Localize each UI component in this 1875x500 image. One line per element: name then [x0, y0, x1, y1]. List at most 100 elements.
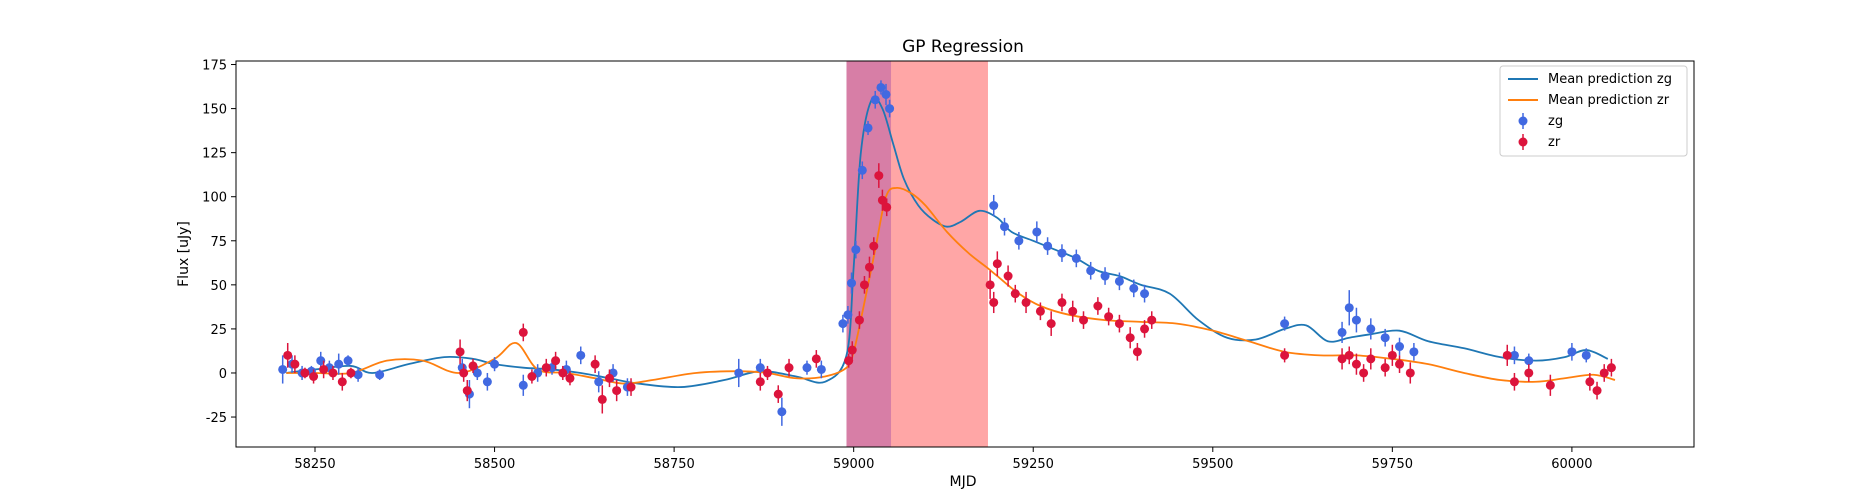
legend-label-zg-mean: Mean prediction zg — [1548, 72, 1672, 87]
x-tick-label: 58250 — [294, 457, 335, 472]
x-tick-label: 59250 — [1013, 457, 1054, 472]
data-point-zr — [1359, 368, 1369, 378]
data-point-zg — [1337, 327, 1347, 337]
data-point-zr — [518, 327, 528, 337]
data-point-zg — [1129, 283, 1139, 293]
data-point-zr — [1021, 297, 1031, 307]
data-point-zr — [300, 368, 310, 378]
data-point-zg — [1100, 271, 1110, 281]
data-point-zr — [1280, 350, 1290, 360]
data-point-zr — [992, 259, 1002, 269]
data-point-zg — [881, 89, 891, 99]
data-point-zr — [773, 389, 783, 399]
legend-label-zg: zg — [1548, 114, 1563, 129]
data-point-zr — [1132, 347, 1142, 357]
y-tick-label: 125 — [202, 147, 227, 162]
data-point-zr — [1046, 319, 1056, 329]
data-point-zg — [353, 370, 363, 380]
data-point-zg — [1000, 222, 1010, 232]
data-point-zr — [1599, 368, 1609, 378]
data-point-zg — [857, 165, 867, 175]
data-point-zg — [734, 368, 744, 378]
data-point-zr — [847, 345, 857, 355]
data-point-zr — [1125, 333, 1135, 343]
data-point-zr — [612, 386, 622, 396]
chart-title: GP Regression — [902, 37, 1024, 57]
data-point-zr — [1035, 306, 1045, 316]
x-tick-label: 59750 — [1372, 457, 1413, 472]
data-point-zg — [518, 380, 528, 390]
data-point-zr — [1147, 315, 1157, 325]
y-tick-label: 50 — [210, 279, 227, 294]
data-point-zg — [1086, 266, 1096, 276]
data-point-zg — [472, 368, 482, 378]
y-axis-label: Flux [uJy] — [176, 221, 192, 287]
data-point-zr — [551, 356, 561, 366]
data-point-zr — [604, 373, 614, 383]
data-point-zg — [1581, 350, 1591, 360]
x-tick-label: 59500 — [1192, 457, 1233, 472]
data-point-zr — [1010, 289, 1020, 299]
data-point-zr — [1093, 301, 1103, 311]
legend-label-zr-mean: Mean prediction zr — [1548, 93, 1670, 108]
data-point-zg — [777, 407, 787, 417]
data-point-zr — [854, 315, 864, 325]
data-point-zr — [462, 386, 472, 396]
data-point-zg — [278, 364, 288, 374]
data-point-zr — [755, 377, 765, 387]
data-point-zr — [468, 361, 478, 371]
data-point-zr — [1545, 380, 1555, 390]
data-point-zg — [1114, 276, 1124, 286]
data-point-zr — [346, 368, 356, 378]
data-point-zr — [762, 368, 772, 378]
y-tick-label: 25 — [210, 323, 227, 338]
data-point-zg — [755, 363, 765, 373]
data-point-zg — [816, 364, 826, 374]
data-point-zg — [1567, 347, 1577, 357]
data-point-zr — [882, 202, 892, 212]
data-point-zg — [1351, 315, 1361, 325]
data-point-zr — [1114, 319, 1124, 329]
x-tick-label: 58500 — [474, 457, 515, 472]
data-point-zr — [1079, 315, 1089, 325]
y-tick-label: 175 — [202, 59, 227, 74]
data-point-zr — [590, 359, 600, 369]
data-point-zr — [1502, 350, 1512, 360]
data-point-zr — [309, 371, 319, 381]
data-point-zr — [874, 171, 884, 181]
data-point-zg — [1380, 333, 1390, 343]
data-point-zr — [1068, 306, 1078, 316]
data-point-zg — [870, 95, 880, 105]
y-tick-label: 100 — [202, 191, 227, 206]
data-point-zr — [626, 382, 636, 392]
data-point-zg — [1395, 342, 1405, 352]
data-point-zg — [594, 377, 604, 387]
x-tick-label: 58750 — [653, 457, 694, 472]
data-point-zg — [1071, 253, 1081, 263]
data-point-zg — [375, 370, 385, 380]
data-point-zg — [482, 377, 492, 387]
data-point-zr — [597, 394, 607, 404]
data-point-zr — [1057, 297, 1067, 307]
y-tick-label: -25 — [206, 411, 227, 426]
data-point-zg — [343, 356, 353, 366]
data-point-zr — [1104, 312, 1114, 322]
plot-frame — [235, 60, 1695, 448]
data-point-zr — [455, 347, 465, 357]
data-point-zr — [1405, 368, 1415, 378]
legend-marker-zr — [1518, 137, 1528, 147]
data-point-zg — [863, 123, 873, 133]
shaded-region-1 — [846, 61, 988, 447]
data-point-zr — [1524, 368, 1534, 378]
data-point-zg — [885, 104, 895, 114]
data-point-zr — [811, 354, 821, 364]
data-point-zg — [1140, 289, 1150, 299]
data-point-zr — [1395, 359, 1405, 369]
data-point-zg — [1032, 227, 1042, 237]
data-point-zg — [1043, 241, 1053, 251]
data-point-zr — [1387, 350, 1397, 360]
x-axis-label: MJD — [950, 474, 977, 490]
data-point-zr — [864, 262, 874, 272]
y-tick-label: 75 — [210, 235, 227, 250]
